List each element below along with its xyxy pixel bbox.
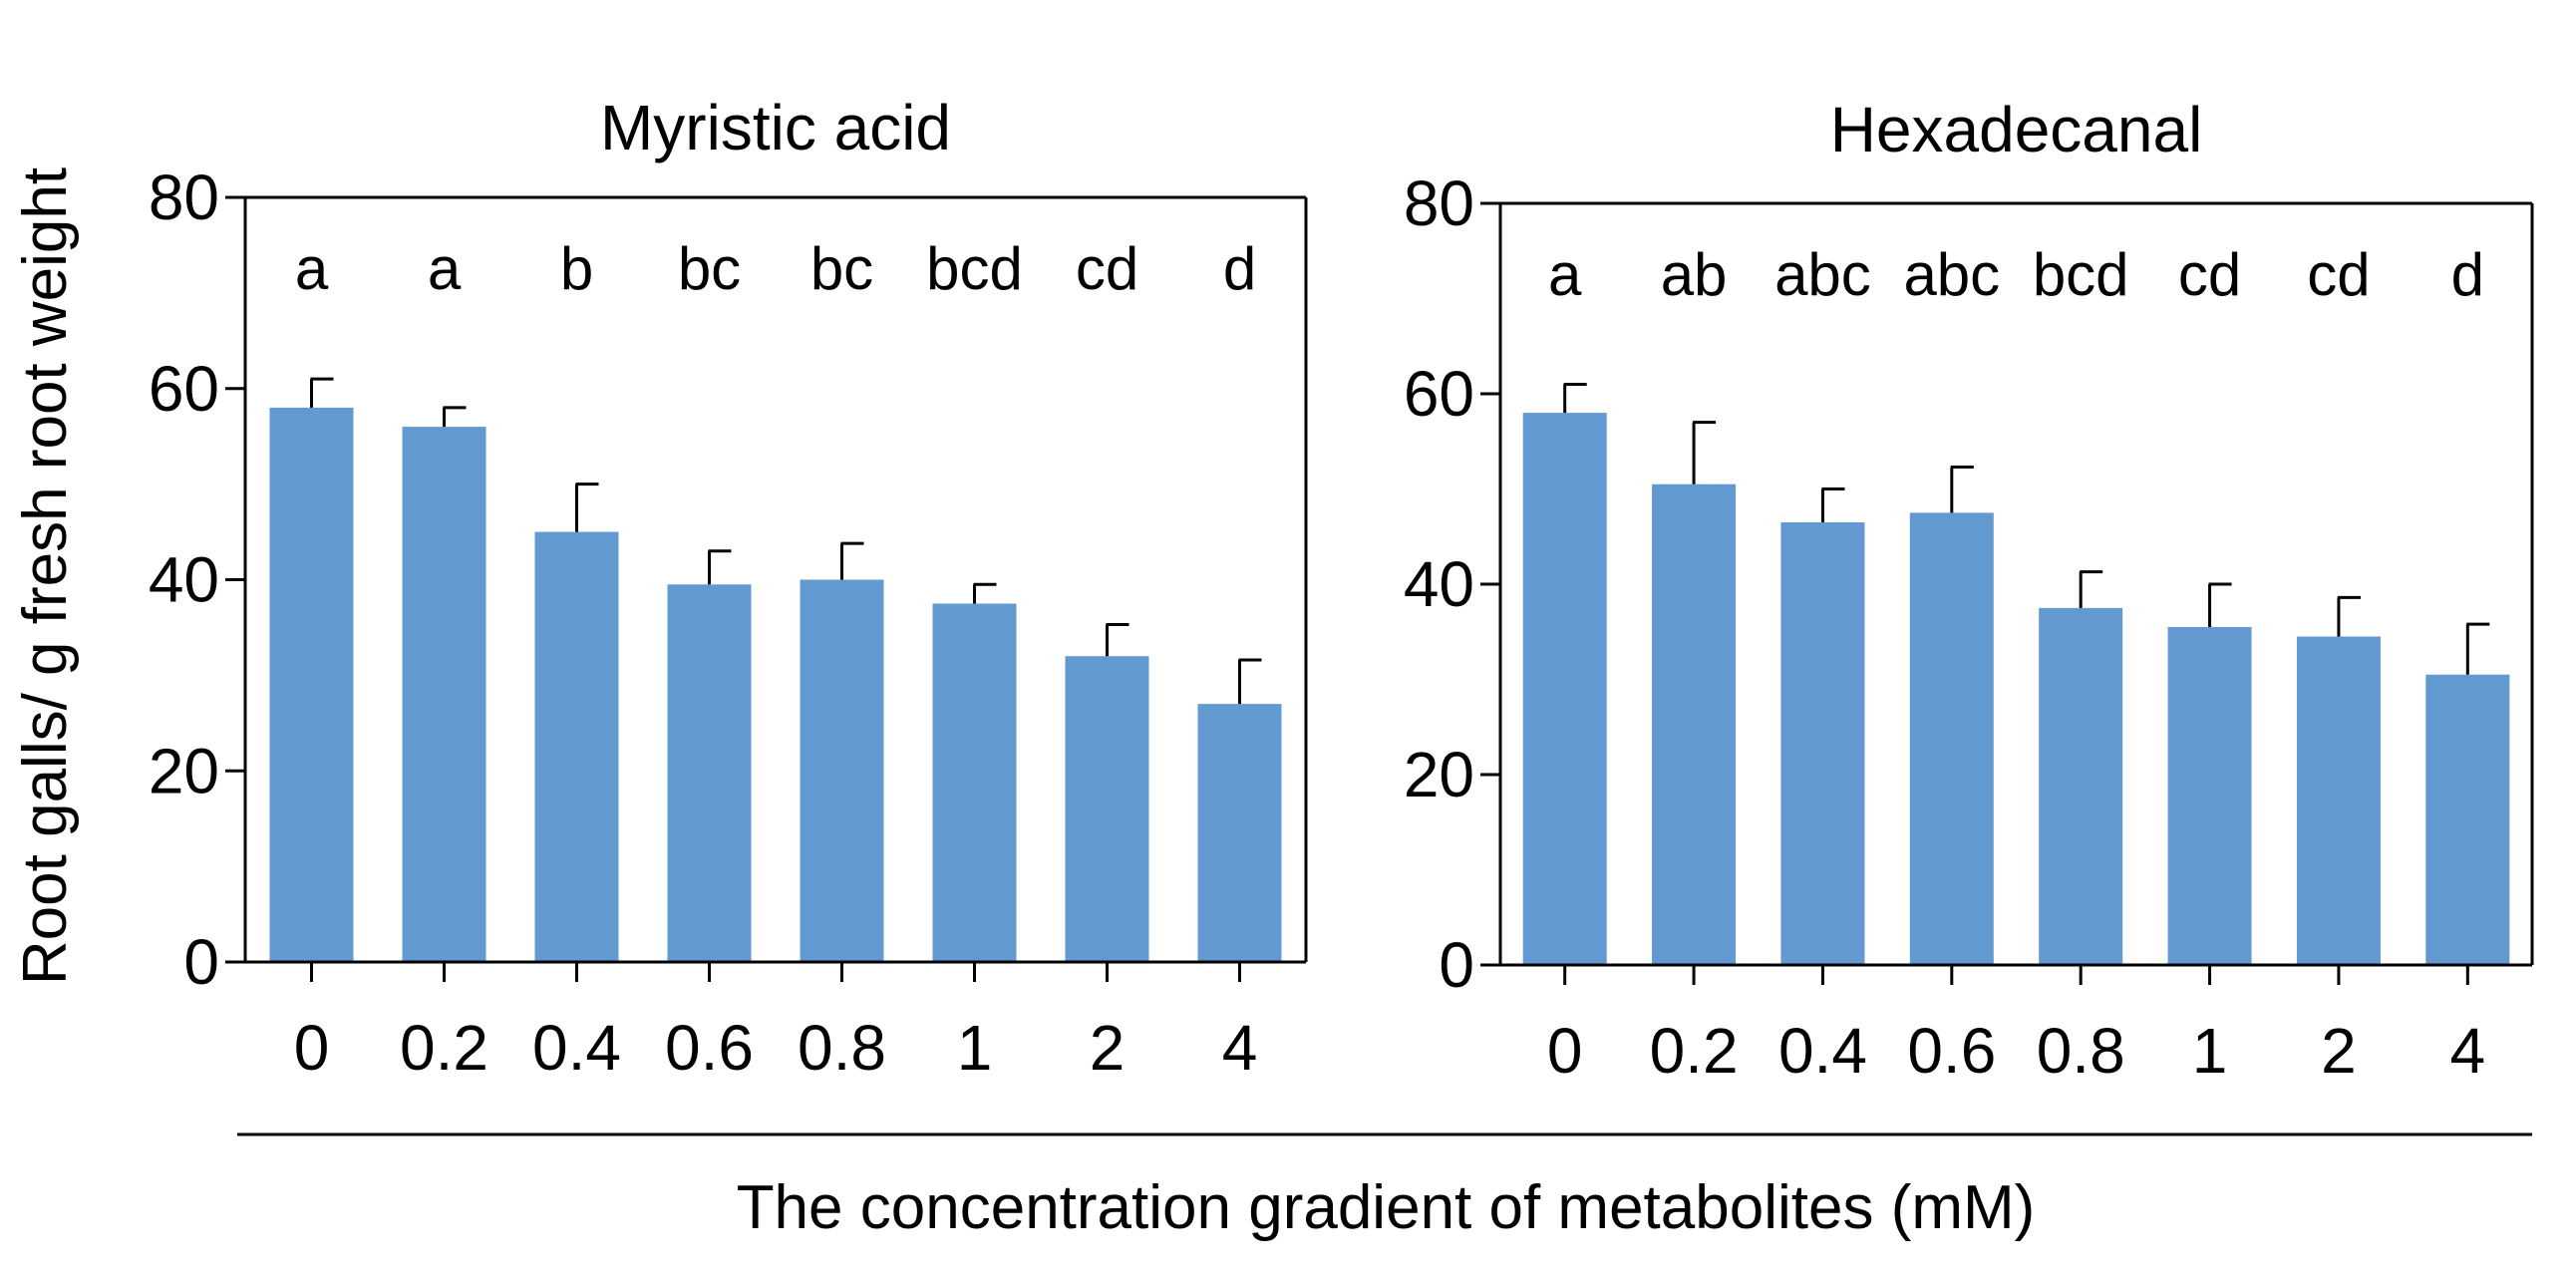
x-tick-label: 0.2 bbox=[1650, 1015, 1739, 1087]
bar bbox=[2425, 674, 2510, 965]
significance-letter: abc bbox=[1774, 241, 1871, 308]
panel-myristic-acid: Myristic acid a 0 a 0.2 b 0.4 bc 0.6 bc 0.8 bcd 1 cd 2… bbox=[149, 92, 1308, 1084]
x-tick-label: 4 bbox=[1222, 1012, 1258, 1084]
x-tick-label: 1 bbox=[957, 1012, 993, 1084]
bar bbox=[1065, 656, 1149, 962]
bar bbox=[2296, 636, 2381, 965]
significance-letter: cd bbox=[2307, 241, 2370, 308]
bar bbox=[800, 579, 884, 962]
x-tick-label: 0.6 bbox=[1907, 1015, 1996, 1087]
significance-letter: a bbox=[428, 235, 462, 302]
y-tick-label: 20 bbox=[1404, 739, 1474, 810]
x-tick-label: 2 bbox=[1090, 1012, 1126, 1084]
bar bbox=[534, 531, 619, 962]
y-tick-label: 40 bbox=[149, 544, 219, 616]
y-axis-label: Root galls/ g fresh root weight bbox=[11, 167, 80, 985]
panel-hexadecanal: Hexadecanal a 0 ab 0.2 abc 0.4 abc 0.6 bcd 0.8 cd 1 c… bbox=[1404, 94, 2534, 1087]
significance-letter: cd bbox=[2178, 241, 2241, 308]
x-tick-label: 0.6 bbox=[665, 1012, 754, 1084]
x-tick-label: 0 bbox=[1547, 1015, 1583, 1087]
x-tick-label: 0.4 bbox=[1778, 1015, 1867, 1087]
bar bbox=[1780, 521, 1865, 965]
significance-letter: a bbox=[1548, 241, 1582, 308]
y-tick-label: 20 bbox=[149, 735, 219, 806]
y-tick-label: 0 bbox=[1439, 929, 1474, 1001]
x-axis-label: The concentration gradient of metabolite… bbox=[737, 1173, 2036, 1242]
bar bbox=[1197, 704, 1282, 962]
y-tick-label: 40 bbox=[1404, 548, 1474, 620]
bar bbox=[2167, 626, 2252, 965]
x-tick-label: 1 bbox=[2192, 1015, 2228, 1087]
chart-title: Hexadecanal bbox=[1830, 94, 2203, 165]
x-tick-label: 4 bbox=[2450, 1015, 2486, 1087]
x-tick-label: 0.4 bbox=[532, 1012, 621, 1084]
bar bbox=[1522, 413, 1607, 966]
significance-letter: d bbox=[2451, 241, 2484, 308]
bar bbox=[1652, 483, 1737, 965]
x-tick-label: 2 bbox=[2321, 1015, 2357, 1087]
chart-title: Myristic acid bbox=[600, 92, 951, 163]
significance-letter: bc bbox=[678, 235, 741, 302]
significance-letter: bc bbox=[810, 235, 873, 302]
significance-letter: d bbox=[1223, 235, 1256, 302]
significance-letter: bcd bbox=[2033, 241, 2129, 308]
bar bbox=[1909, 512, 1994, 965]
x-tick-label: 0.8 bbox=[2037, 1015, 2125, 1087]
significance-letter: b bbox=[560, 235, 593, 302]
bar bbox=[667, 584, 752, 962]
significance-letter: abc bbox=[1903, 241, 2000, 308]
x-tick-label: 0 bbox=[294, 1012, 330, 1084]
x-tick-label: 0.8 bbox=[798, 1012, 886, 1084]
y-tick-label: 60 bbox=[1404, 358, 1474, 430]
bar bbox=[2039, 607, 2123, 965]
y-tick-label: 0 bbox=[183, 926, 219, 998]
bar bbox=[269, 407, 354, 962]
y-tick-label: 80 bbox=[1404, 167, 1474, 239]
y-tick-label: 80 bbox=[149, 161, 219, 233]
significance-letter: a bbox=[295, 235, 329, 302]
significance-letter: ab bbox=[1661, 241, 1728, 308]
bar bbox=[932, 603, 1017, 962]
y-tick-label: 60 bbox=[149, 353, 219, 425]
x-tick-label: 0.2 bbox=[400, 1012, 488, 1084]
significance-letter: bcd bbox=[926, 235, 1023, 302]
significance-letter: cd bbox=[1076, 235, 1138, 302]
bar bbox=[402, 427, 486, 963]
